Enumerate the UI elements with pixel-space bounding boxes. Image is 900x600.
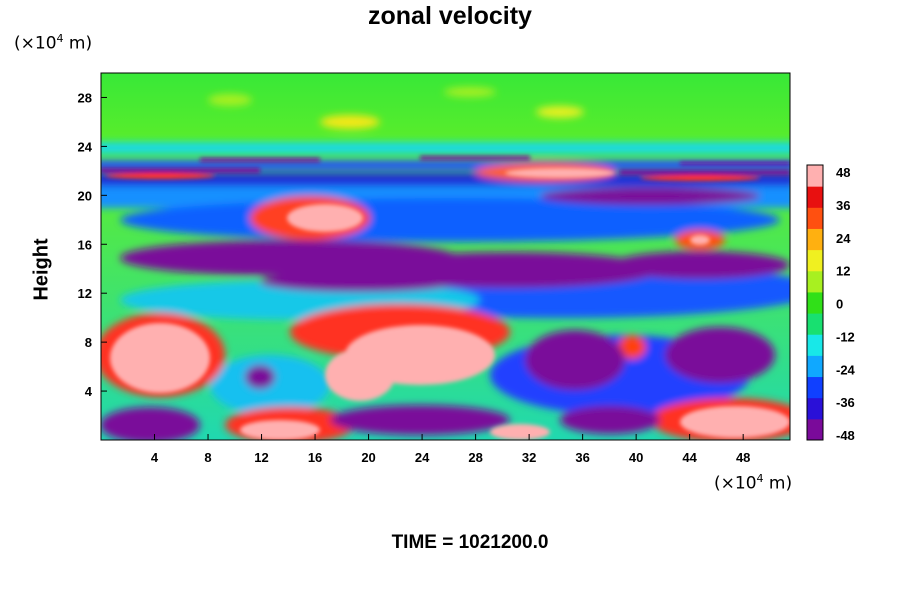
x-tick-label: 44	[682, 450, 697, 465]
x-tick-label: 32	[522, 450, 536, 465]
colorbar-segment	[807, 186, 823, 208]
colorbar-tick-label: 48	[836, 165, 850, 180]
x-tick-label: 24	[415, 450, 430, 465]
y-tick-label: 28	[78, 90, 92, 105]
heatmap-field	[101, 73, 790, 440]
y-axis-ticks: 4 8 12 16 20 24 28	[78, 90, 107, 399]
colorbar-tick-label: -48	[836, 428, 855, 443]
colorbar-ticks: 48 36 24 12 0 -12 -24 -36 -48	[836, 165, 856, 443]
x-axis-ticks: 4 8 12 16 20 24 28 32 36 40 44 48	[151, 434, 750, 465]
colorbar-frame	[806, 164, 824, 441]
x-tick-label: 36	[575, 450, 589, 465]
colorbar-segment	[807, 397, 823, 420]
x-tick-label: 12	[254, 450, 268, 465]
colorbar-segment	[807, 313, 823, 335]
colorbar-tick-label: -12	[836, 329, 855, 344]
x-tick-label: 4	[151, 450, 159, 465]
x-tick-label: 20	[361, 450, 375, 465]
colorbar-segment	[807, 207, 823, 229]
colorbar-segment	[807, 376, 823, 399]
plot-frame	[100, 72, 791, 441]
x-tick-label: 48	[736, 450, 750, 465]
colorbar-segment	[807, 165, 823, 187]
x-tick-label: 28	[468, 450, 482, 465]
colorbar-segment	[807, 291, 823, 314]
colorbar-segment	[807, 270, 823, 293]
y-tick-label: 8	[85, 335, 92, 350]
colorbar	[807, 165, 823, 441]
y-tick-label: 24	[78, 139, 93, 154]
time-annotation: TIME = 1021200.0	[391, 532, 549, 553]
x-tick-label: 8	[204, 450, 211, 465]
colorbar-segment	[807, 418, 823, 441]
y-tick-label: 4	[85, 384, 93, 399]
x-tick-label: 16	[308, 450, 322, 465]
colorbar-segment	[807, 228, 823, 251]
colorbar-segment	[807, 249, 823, 272]
colorbar-tick-label: 0	[836, 297, 843, 312]
y-tick-label: 16	[78, 237, 92, 252]
colorbar-tick-label: 36	[836, 198, 850, 213]
x-tick-label: 40	[629, 450, 643, 465]
colorbar-segment	[807, 334, 823, 356]
colorbar-segment	[807, 355, 823, 378]
y-tick-label: 20	[78, 188, 92, 203]
colorbar-tick-label: 12	[836, 264, 850, 279]
colorbar-tick-label: 24	[836, 231, 851, 246]
x-axis-unit: (×104 m)	[714, 472, 793, 494]
y-tick-label: 12	[78, 286, 92, 301]
colorbar-tick-label: -24	[836, 362, 856, 377]
chart-title: zonal velocity	[368, 2, 532, 30]
y-axis-unit: (×104 m)	[14, 32, 93, 54]
colorbar-tick-label: -36	[836, 395, 855, 410]
